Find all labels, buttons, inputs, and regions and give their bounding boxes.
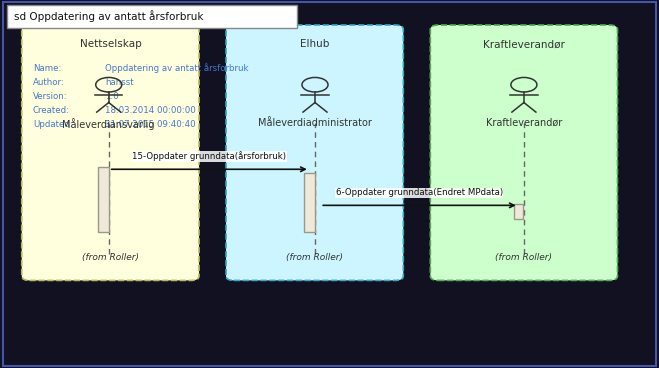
Text: Kraftleverandør: Kraftleverandør (483, 39, 565, 49)
Text: 1.0: 1.0 (105, 92, 119, 100)
Text: Kraftleverandør: Kraftleverandør (486, 118, 562, 128)
Text: (from Roller): (from Roller) (82, 253, 139, 262)
FancyBboxPatch shape (7, 5, 297, 28)
Text: Version:: Version: (33, 92, 68, 100)
Text: (from Roller): (from Roller) (496, 253, 552, 262)
Text: 6-Oppdater grunndata(Endret MPdata): 6-Oppdater grunndata(Endret MPdata) (336, 188, 503, 197)
FancyBboxPatch shape (226, 25, 403, 280)
Text: Author:: Author: (33, 78, 65, 86)
FancyBboxPatch shape (430, 25, 617, 280)
Text: 18.03.2014 00:00:00: 18.03.2014 00:00:00 (105, 106, 196, 114)
Bar (98, 167, 109, 232)
Bar (304, 173, 315, 232)
Text: Name:: Name: (33, 64, 61, 72)
Text: Måleverdiadministrator: Måleverdiadministrator (258, 118, 372, 128)
Text: Updated:: Updated: (33, 120, 72, 128)
Text: Nettselskap: Nettselskap (80, 39, 141, 49)
Text: Måleverdiansvarlig: Måleverdiansvarlig (63, 118, 155, 130)
Text: hansst: hansst (105, 78, 134, 86)
Text: 31.07.2015 09:40:40: 31.07.2015 09:40:40 (105, 120, 196, 128)
Text: 15-Oppdater grunndata(årsforbruk): 15-Oppdater grunndata(årsforbruk) (132, 151, 286, 161)
Text: Created:: Created: (33, 106, 70, 114)
Text: sd Oppdatering av antatt årsforbruk: sd Oppdatering av antatt årsforbruk (14, 10, 204, 22)
FancyBboxPatch shape (22, 25, 199, 280)
Text: Elhub: Elhub (300, 39, 330, 49)
Text: (from Roller): (from Roller) (286, 253, 343, 262)
Bar (514, 204, 523, 219)
Text: Oppdatering av antatt årsforbruk: Oppdatering av antatt årsforbruk (105, 63, 249, 73)
